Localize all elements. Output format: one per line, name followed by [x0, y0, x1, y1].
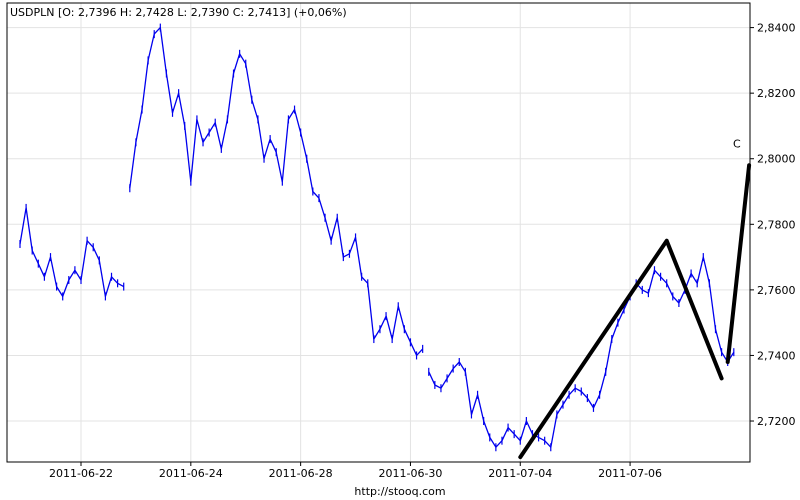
x-tick-label: 2011-06-22: [49, 467, 113, 480]
plot-frame: [6, 2, 751, 463]
y-tick-label: 2,8400: [757, 22, 796, 35]
price-line-segment: [19, 207, 125, 298]
trend-drawings: C: [518, 137, 752, 460]
y-axis-ticks: 2,7200 2,7400 2,7600 2,7800 2,8000 2,8200 2,84…: [750, 22, 796, 428]
x-tick-label: 2011-07-04: [488, 467, 552, 480]
price-line-segment: [129, 26, 424, 357]
x-tick-label: 2011-06-30: [378, 467, 442, 480]
y-tick-label: 2,7400: [757, 349, 796, 362]
x-axis-ticks: 2011-06-22 2011-06-24 2011-06-28 2011-06-30…: [49, 462, 662, 480]
y-tick-label: 2,7600: [757, 284, 796, 297]
y-tick-label: 2,8200: [757, 87, 796, 100]
x-tick-label: 2011-06-24: [159, 467, 223, 480]
trend-line: [518, 238, 724, 460]
chart-title: USDPLN [O: 2,7396 H: 2,7428 L: 2,7390 C:…: [10, 6, 347, 19]
y-tick-label: 2,8000: [757, 153, 796, 166]
gridlines: [7, 3, 750, 462]
y-tick-label: 2,7200: [757, 415, 796, 428]
x-tick-label: 2011-06-28: [269, 467, 333, 480]
price-line-segment: [428, 256, 735, 448]
source-footer[interactable]: http://stooq.com: [354, 485, 445, 498]
trend-line: [725, 163, 752, 364]
y-tick-label: 2,7800: [757, 218, 796, 231]
wave-label-c: C: [733, 137, 741, 150]
price-series: [19, 23, 735, 452]
x-tick-label: 2011-07-06: [598, 467, 662, 480]
